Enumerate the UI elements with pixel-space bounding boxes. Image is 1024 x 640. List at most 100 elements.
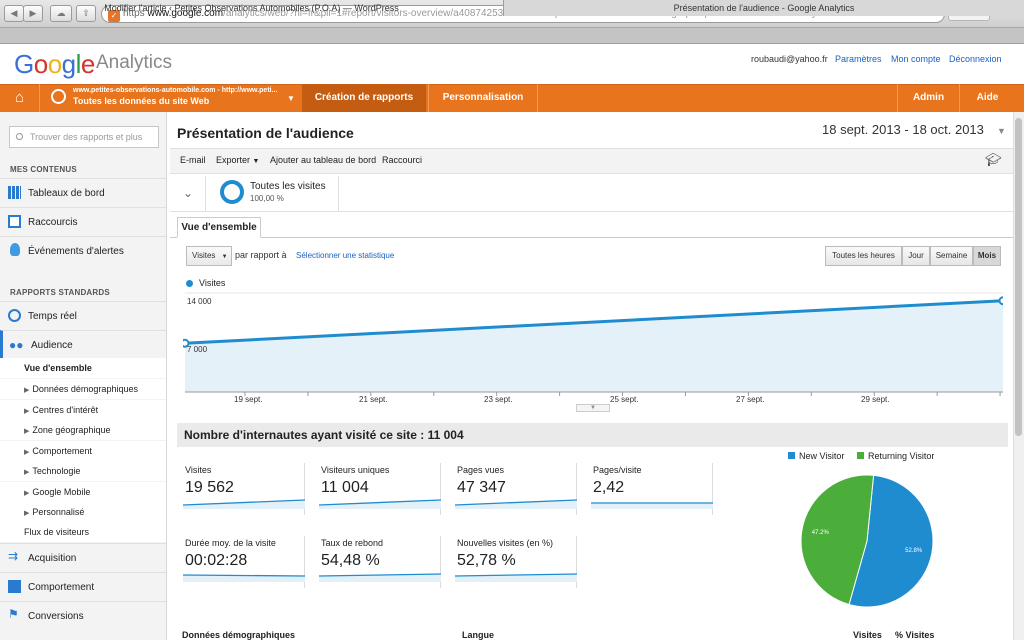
- sidebar-item-behavior-sub[interactable]: ▶ Comportement: [0, 441, 166, 461]
- sidebar-item-label: Zone géographique: [32, 425, 111, 435]
- sparkline: [455, 573, 577, 582]
- pie-slice: [800, 474, 875, 606]
- analytics-logo-text: Analytics: [96, 52, 173, 73]
- account-view-name[interactable]: Toutes les données du site Web: [73, 96, 210, 106]
- browser-tab-wordpress[interactable]: Modifier l'article ‹ Petites Observation…: [0, 0, 504, 16]
- legend-swatch: [788, 452, 795, 459]
- segment-name[interactable]: Toutes les visites: [250, 181, 326, 192]
- graduation-cap-icon[interactable]: 🎓︎: [985, 152, 1002, 167]
- account-url[interactable]: www.petites-observations-automobile.com …: [73, 87, 278, 94]
- metric-value: 2,42: [593, 479, 625, 496]
- sidebar-item-label: Comportement: [32, 446, 92, 456]
- chevron-down-icon[interactable]: ▼: [287, 94, 295, 103]
- metric-pages-per-visit[interactable]: Pages/visite 2,42: [585, 463, 713, 515]
- granularity-hourly-button[interactable]: Toutes les heures: [825, 246, 902, 266]
- caret-right-icon: ▶: [24, 408, 30, 415]
- tab-strip: [0, 28, 1024, 44]
- chart-resize-handle[interactable]: ▼: [576, 404, 610, 412]
- sidebar-item-mobile[interactable]: ▶ Google Mobile: [0, 482, 166, 502]
- export-label: Exporter: [216, 155, 251, 165]
- metric-value: 00:02:28: [185, 552, 248, 569]
- chevron-down-icon[interactable]: ⌄: [183, 186, 194, 200]
- sidebar-search-input[interactable]: Trouver des rapports et plus: [9, 126, 159, 148]
- caret-right-icon: ▶: [24, 510, 30, 517]
- segment-ring-icon: [220, 180, 244, 204]
- account-link[interactable]: Mon compte: [891, 54, 941, 64]
- forward-icon[interactable]: ▶: [23, 5, 43, 22]
- sidebar-item-audience[interactable]: Audience: [0, 330, 166, 359]
- sidebar-item-acquisition[interactable]: Acquisition: [0, 543, 166, 572]
- sidebar-item-alerts[interactable]: Événements d'alertes: [0, 236, 166, 265]
- chevron-down-icon[interactable]: ▼: [997, 126, 1006, 136]
- granularity-month-button[interactable]: Mois: [973, 246, 1001, 266]
- metric-pageviews[interactable]: Pages vues 47 347: [449, 463, 577, 515]
- browser-tab-analytics[interactable]: Présentation de l'audience - Google Anal…: [504, 0, 1024, 16]
- google-logo[interactable]: Google: [14, 49, 95, 79]
- data-point: [998, 296, 1003, 306]
- x-tick-label: 25 sept.: [610, 395, 639, 404]
- metric-bounce-rate[interactable]: Taux de rebond 54,48 %: [313, 536, 441, 588]
- sparkline: [591, 502, 713, 509]
- settings-link[interactable]: Paramètres: [835, 54, 882, 64]
- caret-right-icon: ▶: [24, 490, 30, 497]
- sidebar-item-visitors-flow[interactable]: Flux de visiteurs: [0, 522, 166, 542]
- metric-visits[interactable]: Visites 19 562: [177, 463, 305, 515]
- series-legend-label: Visites: [199, 278, 226, 288]
- nav-admin[interactable]: Admin: [897, 84, 959, 112]
- metric-unique-visitors[interactable]: Visiteurs uniques 11 004: [313, 463, 441, 515]
- sidebar-item-behavior[interactable]: Comportement: [0, 572, 166, 601]
- date-range-picker[interactable]: 18 sept. 2013 - 18 oct. 2013: [822, 122, 984, 137]
- sidebar-item-interests[interactable]: ▶ Centres d'intérêt: [0, 400, 166, 420]
- sidebar-item-overview[interactable]: Vue d'ensemble: [0, 358, 166, 378]
- metric-select[interactable]: Visites ▼: [186, 246, 232, 266]
- share-icon[interactable]: ⇪: [76, 5, 96, 22]
- granularity-day-button[interactable]: Jour: [902, 246, 930, 266]
- tab-overview[interactable]: Vue d'ensemble: [177, 217, 261, 238]
- visits-pct-column-header: % Visites: [895, 630, 935, 640]
- metric-new-visits[interactable]: Nouvelles visites (en %) 52,78 %: [449, 536, 577, 588]
- export-button[interactable]: Exporter ▼: [216, 155, 259, 165]
- sidebar-item-realtime[interactable]: Temps réel: [0, 301, 166, 330]
- section-standard-reports: RAPPORTS STANDARDS: [10, 288, 110, 297]
- metric-avg-duration[interactable]: Durée moy. de la visite 00:02:28: [177, 536, 305, 588]
- sidebar-item-shortcuts[interactable]: Raccourcis: [0, 207, 166, 236]
- sidebar-item-demographics[interactable]: ▶ Données démographiques: [0, 379, 166, 399]
- pie-legend-new: New Visitor: [788, 451, 844, 461]
- metric-select-value: Visites: [192, 251, 216, 260]
- y-tick-label: 7 000: [187, 345, 208, 354]
- sidebar-item-geo[interactable]: ▶ Zone géographique: [0, 420, 166, 440]
- logout-link[interactable]: Déconnexion: [949, 54, 1002, 64]
- caret-right-icon: ▶: [24, 428, 30, 435]
- nav-customization[interactable]: Personnalisation: [428, 84, 538, 112]
- series-line: [184, 299, 1003, 345]
- home-icon[interactable]: ⌂: [0, 84, 40, 112]
- segment-percentage: 100,00 %: [250, 194, 284, 203]
- caret-right-icon: ▶: [24, 387, 30, 394]
- sparkline: [183, 574, 305, 582]
- legend-label: New Visitor: [799, 451, 845, 461]
- y-tick-label: 14 000: [187, 297, 212, 306]
- compare-label: par rapport à: [235, 250, 287, 260]
- select-metric-link[interactable]: Sélectionner une statistique: [296, 251, 395, 260]
- segment-row: [170, 175, 1014, 212]
- sidebar-item-conversions[interactable]: Conversions: [0, 601, 166, 630]
- icloud-icon[interactable]: ☁: [50, 5, 72, 22]
- scrollbar-thumb[interactable]: [1015, 118, 1022, 436]
- nav-reporting[interactable]: Création de rapports: [302, 84, 426, 112]
- granularity-week-button[interactable]: Semaine: [930, 246, 973, 266]
- dashboard-icon: [8, 186, 21, 199]
- nav-help[interactable]: Aide: [959, 84, 1015, 112]
- add-to-dashboard-button[interactable]: Ajouter au tableau de bord: [270, 155, 377, 165]
- sparkline: [319, 573, 441, 582]
- favicon-icon: ✓: [108, 10, 120, 22]
- sidebar-item-label: Technologie: [32, 466, 81, 476]
- shortcut-button[interactable]: Raccourci: [382, 155, 423, 165]
- series-legend-dot: [186, 280, 193, 287]
- email-button[interactable]: E-mail: [180, 155, 206, 165]
- tab-underline: [170, 237, 1014, 238]
- sidebar-item-technology[interactable]: ▶ Technologie: [0, 461, 166, 481]
- sidebar-item-dashboards[interactable]: Tableaux de bord: [0, 178, 166, 207]
- sidebar-item-custom[interactable]: ▶ Personnalisé: [0, 502, 166, 522]
- metric-value: 54,48 %: [321, 552, 380, 569]
- url-host: www.google.com: [147, 8, 224, 19]
